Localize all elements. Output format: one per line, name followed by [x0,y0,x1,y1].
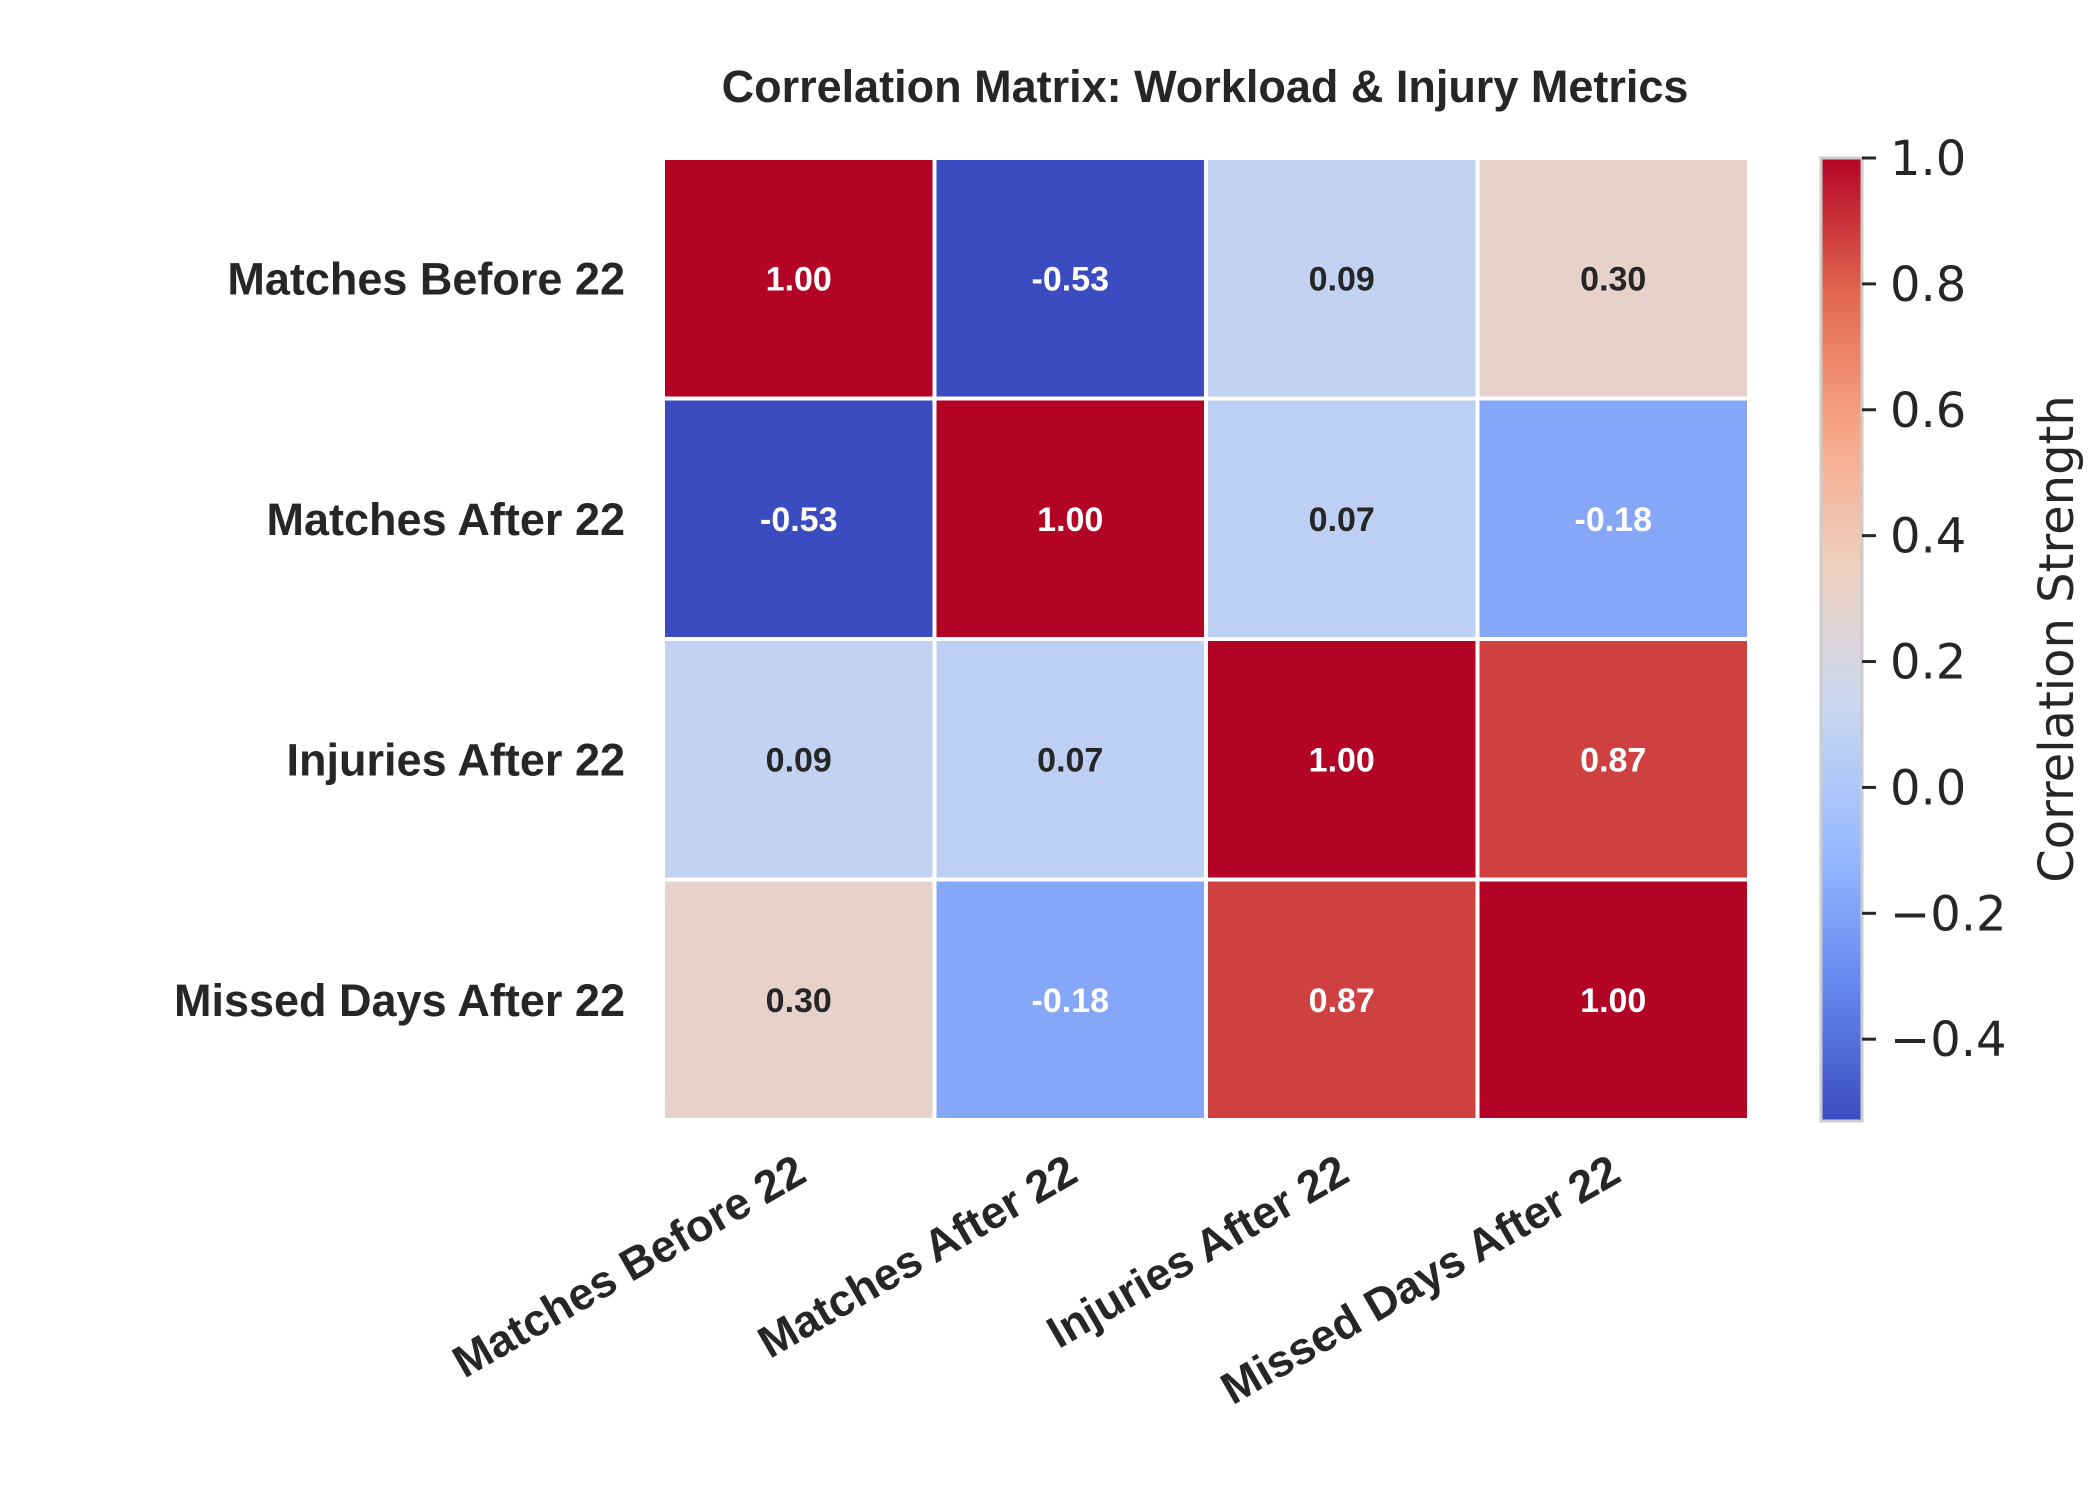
colorbar-tick-label: 0.0 [1890,760,1966,816]
colorbar-tick-label: 1.0 [1890,131,1966,187]
heatmap-cell [1204,396,1480,641]
cell-value-label: 0.07 [1037,741,1103,779]
heatmap-cell [1204,156,1480,401]
cell-value-label: 0.30 [766,982,832,1020]
heatmap-cell [1475,156,1751,401]
colorbar: 1.0 0.8 0.6 0.4 0.2 0.0 −0.2 −0.4 Correlation S… [1819,131,2085,1123]
cell-value-label: 0.30 [1580,260,1646,298]
chart-title: Correlation Matrix: Workload & Injury Me… [722,61,1689,112]
cell-value-label: 0.87 [1309,982,1375,1020]
cell-value-label: 0.87 [1580,741,1646,779]
row-label: Injuries After 22 [287,734,625,785]
cell-value-label: -0.18 [1032,982,1110,1020]
colorbar-tick-label: −0.4 [1890,1012,2007,1068]
cell-value-label: 1.00 [1580,982,1646,1020]
heatmap-cell [932,396,1208,641]
heatmap-cell [661,877,937,1122]
colorbar-tick-label: 0.4 [1890,509,1966,565]
heatmap-cell [932,877,1208,1122]
row-label: Matches After 22 [267,494,625,545]
cell-value-label: 0.09 [1309,260,1375,298]
heatmap-cell [932,637,1208,882]
cell-value-label: 0.07 [1309,501,1375,539]
colorbar-tick-label: −0.2 [1890,886,2007,942]
colorbar-gradient [1819,156,1864,1123]
cell-value-label: 0.09 [766,741,832,779]
row-label: Matches Before 22 [227,253,625,304]
colorbar-ticks: 1.0 0.8 0.6 0.4 0.2 0.0 −0.2 −0.4 [1862,131,2007,1068]
colorbar-label: Correlation Strength [2029,395,2085,883]
cell-value-label: 1.00 [1037,501,1103,539]
heatmap-cell [661,156,937,401]
heatmap-cell [1204,877,1480,1122]
column-label: Matches Before 22 [444,1144,814,1387]
heatmap-cell [932,156,1208,401]
cell-value-label: 1.00 [1309,741,1375,779]
cell-value-label: 1.00 [766,260,832,298]
cell-value-label: -0.53 [1032,260,1110,298]
row-labels: Matches Before 22 Matches After 22 Injurie… [174,253,625,1026]
row-label: Missed Days After 22 [174,975,625,1026]
heatmap-cells: 1.00 -0.53 0.09 0.30 -0.53 1.00 0.07 -0.18 0.09 0… [661,156,1751,1122]
cell-value-label: -0.18 [1575,501,1653,539]
heatmap-cell [1475,637,1751,882]
colorbar-tick-label: 0.6 [1890,383,1966,439]
cell-value-label: -0.53 [760,501,838,539]
colorbar-tick-label: 0.8 [1890,257,1966,313]
colorbar-tick-label: 0.2 [1890,635,1966,691]
heatmap-cell [1204,637,1480,882]
heatmap-cell [1475,877,1751,1122]
